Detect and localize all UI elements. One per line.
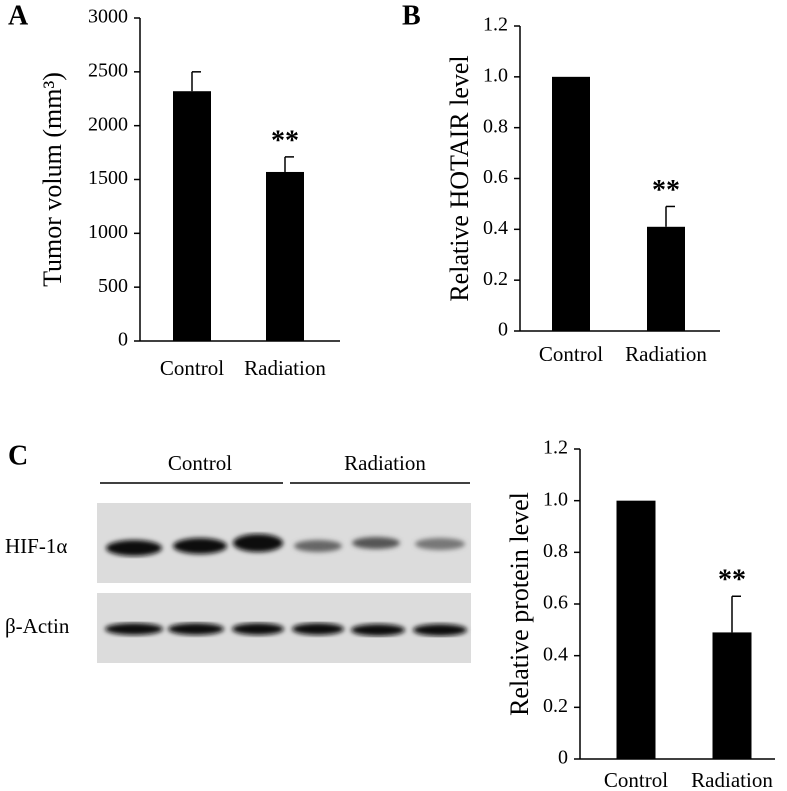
y-tick-label: 0.2 <box>543 695 568 717</box>
band <box>173 538 227 554</box>
y-tick-label: 1.0 <box>543 488 568 510</box>
bar-chart: Relative protein level 0 0.2 0.4 0.6 0.8 1.0 1.… <box>505 437 775 791</box>
x-tick-label: Radiation <box>244 356 326 380</box>
y-axis-label: Tumor volum (mm³) <box>38 72 67 287</box>
y-tick-label: 1.2 <box>543 437 568 459</box>
bar-chart: A Tumor volum (mm³) 0 500 1000 1500 2000 2500 30… <box>8 0 340 380</box>
y-tick-label: 0.4 <box>483 217 508 239</box>
band <box>233 534 283 552</box>
bar <box>712 632 752 759</box>
bar <box>173 91 211 341</box>
x-tick-label: Control <box>604 768 668 791</box>
group-label: Control <box>168 451 232 475</box>
y-tick-label: 2500 <box>88 59 128 81</box>
y-tick-label: 0.8 <box>543 540 568 562</box>
x-tick-label: Radiation <box>625 342 707 366</box>
band <box>351 624 405 636</box>
band <box>352 537 400 549</box>
row-label: HIF-1α <box>5 534 67 558</box>
band <box>294 540 342 552</box>
panel-label: B <box>402 0 421 31</box>
y-tick-label: 0.4 <box>543 643 568 665</box>
x-tick-label: Control <box>160 356 224 380</box>
group-label: Radiation <box>344 451 426 475</box>
row-label: β-Actin <box>5 614 70 638</box>
y-tick-label: 0 <box>118 329 128 351</box>
actin-bands <box>105 623 467 636</box>
band <box>292 623 344 635</box>
y-tick-label: 1.2 <box>483 14 508 36</box>
band <box>105 623 163 635</box>
y-tick-label: 0.2 <box>483 268 508 290</box>
significance: ** <box>271 125 299 156</box>
y-tick-label: 500 <box>98 275 128 297</box>
y-axis-label: Relative HOTAIR level <box>445 55 474 301</box>
y-tick-label: 1.0 <box>483 64 508 86</box>
blot-panel: C Control Radiation HIF-1α β-Actin <box>5 440 471 663</box>
significance: ** <box>718 565 746 596</box>
y-tick-label: 0.6 <box>483 166 508 188</box>
hif-bands <box>106 534 465 556</box>
band <box>232 623 284 635</box>
y-tick-label: 2000 <box>88 113 128 135</box>
bar <box>647 226 685 331</box>
band <box>415 538 465 550</box>
y-tick-label: 0.6 <box>543 592 568 614</box>
bar <box>266 171 304 341</box>
panel-label: A <box>8 0 29 31</box>
band <box>168 623 224 635</box>
bar-chart: B Relative HOTAIR level 0 0.2 0.4 0.6 0.8 1.0 1.… <box>402 0 720 366</box>
significance: ** <box>652 175 680 206</box>
y-tick-label: 0 <box>498 319 508 341</box>
panel-label: C <box>8 440 28 471</box>
bar <box>616 500 656 759</box>
x-tick-label: Radiation <box>691 768 773 791</box>
y-tick-label: 0 <box>558 747 568 769</box>
blot-membrane <box>97 503 471 583</box>
band <box>106 540 162 556</box>
bar <box>552 76 590 331</box>
y-axis-label: Relative protein level <box>505 492 534 716</box>
y-tick-label: 1500 <box>88 167 128 189</box>
band <box>413 624 467 636</box>
y-tick-label: 1000 <box>88 221 128 243</box>
y-tick-label: 0.8 <box>483 115 508 137</box>
y-tick-label: 3000 <box>88 6 128 28</box>
x-tick-label: Control <box>539 342 603 366</box>
